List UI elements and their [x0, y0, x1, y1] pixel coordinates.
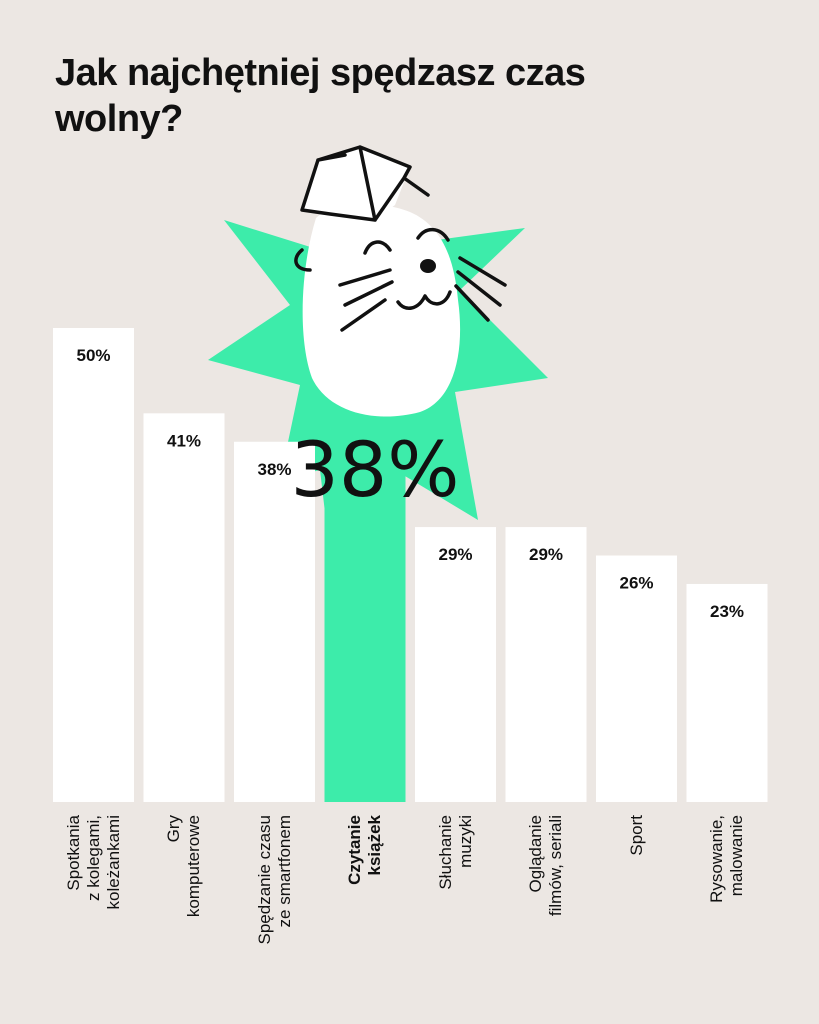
bar-value-label-7: 23%	[710, 602, 744, 621]
category-label-line: ze smartfonem	[274, 815, 294, 928]
bar-value-label-5: 29%	[529, 545, 563, 564]
cat-with-book-illustration	[294, 145, 507, 417]
category-label-line: z kolegami,	[83, 815, 103, 901]
highlight-value-handwritten: 38%	[291, 425, 460, 514]
bar-value-label-1: 41%	[167, 431, 201, 450]
bar-highlight-3	[324, 470, 406, 802]
category-label-line: Rysowanie,	[707, 815, 726, 903]
bar-5	[505, 527, 587, 802]
category-label-5: Oglądanie filmów, seriali	[526, 815, 566, 955]
category-label-line: koleżankami	[103, 815, 123, 910]
category-label-line: filmów, seriali	[546, 815, 565, 917]
category-label-line: Czytanie	[345, 815, 364, 885]
bar-0	[53, 328, 134, 802]
bar-value-label-2: 38%	[257, 460, 291, 479]
category-label-line: Słuchanie	[435, 815, 455, 890]
category-label-line: Spędzanie czasu	[254, 815, 274, 945]
category-label-6: Sport	[627, 815, 647, 955]
bar-1	[143, 413, 225, 802]
category-label-line: Spotkania	[63, 815, 83, 891]
bar-2	[234, 441, 315, 802]
category-label-line: komputerowe	[184, 815, 203, 918]
category-label-7: Rysowanie, malowanie	[707, 815, 747, 955]
category-label-line: Sport	[626, 815, 646, 856]
bar-4	[415, 527, 496, 802]
category-label-line: Gry	[164, 815, 183, 843]
bar-value-label-6: 26%	[619, 574, 653, 593]
category-label-2: Spędzanie czasu ze smartfonem	[255, 815, 295, 955]
category-label-line: muzyki	[455, 815, 475, 868]
category-label-4: Słuchanie muzyki	[436, 815, 476, 955]
bar-7	[686, 583, 768, 802]
bar-6	[596, 555, 677, 802]
category-label-line: Oglądanie	[526, 815, 545, 893]
category-label-0: Spotkania z kolegami, koleżankami	[64, 815, 124, 955]
category-label-3: Czytanie książek	[345, 815, 385, 955]
bar-value-label-4: 29%	[438, 545, 472, 564]
bar-value-label-0: 50%	[76, 346, 110, 365]
category-label-1: Gry komputerowe	[164, 815, 204, 955]
category-label-line: malowanie	[727, 815, 746, 897]
chart-title: Jak najchętniej spędzasz czas wolny?	[55, 52, 586, 140]
category-label-line: książek	[365, 815, 384, 876]
